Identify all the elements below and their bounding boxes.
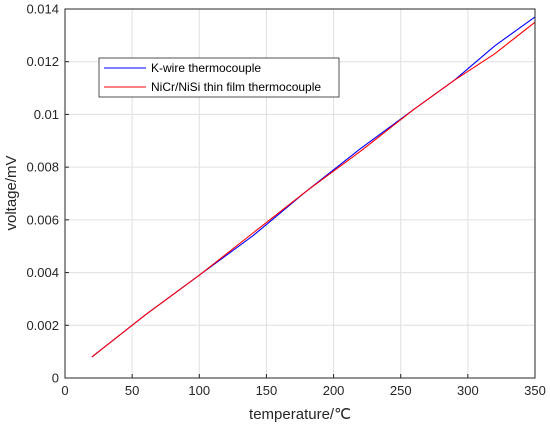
x-tick-label: 100 [188,383,210,398]
plot-frame [64,8,536,379]
y-tick-label: 0.01 [34,107,59,122]
legend: K-wire thermocouple NiCr/NiSi thin film … [98,57,340,98]
x-tick-label: 0 [61,383,68,398]
x-tick-label: 50 [125,383,139,398]
x-tick-label: 300 [457,383,479,398]
y-tick-label: 0.008 [26,160,59,175]
series-line-1 [91,21,536,358]
y-tick-label: 0.014 [26,2,59,17]
series-lines [91,16,536,358]
x-tick-label: 250 [390,383,412,398]
legend-label-thin-film: NiCr/NiSi thin film thermocouple [151,80,321,94]
legend-label-k-wire: K-wire thermocouple [151,61,261,75]
legend-box [98,57,340,98]
y-axis-label: voltage/mV [3,155,20,230]
y-axis-ticks: 0 0.002 0.004 0.006 0.008 0.01 0.012 0.014 [26,2,69,386]
x-axis-ticks: 0 50 100 150 200 250 300 350 [61,374,546,398]
y-tick-label: 0 [52,371,59,386]
x-tick-label: 150 [256,383,278,398]
x-axis-label: temperature/℃ [249,406,351,423]
y-tick-label: 0.006 [26,212,59,227]
x-tick-label: 200 [323,383,345,398]
x-tick-label: 350 [524,383,546,398]
y-tick-label: 0.004 [26,265,59,280]
y-tick-label: 0.012 [26,54,59,69]
y-tick-label: 0.002 [26,318,59,333]
